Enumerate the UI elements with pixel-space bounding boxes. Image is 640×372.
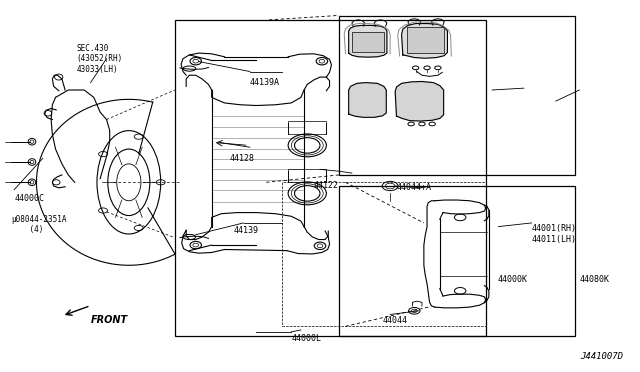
Bar <box>288 169 326 182</box>
Bar <box>352 32 384 52</box>
Text: 44000C: 44000C <box>14 195 44 203</box>
Text: 44001(RH)
44011(LH): 44001(RH) 44011(LH) <box>532 224 577 244</box>
Text: 44139A: 44139A <box>250 78 280 87</box>
Text: J441007D: J441007D <box>580 352 623 361</box>
Polygon shape <box>395 81 444 121</box>
Text: 44000L: 44000L <box>291 334 321 343</box>
Bar <box>406 27 444 53</box>
Polygon shape <box>349 25 387 57</box>
Text: 44000K: 44000K <box>497 275 527 283</box>
Bar <box>282 182 486 326</box>
Polygon shape <box>349 83 387 117</box>
Bar <box>175 20 486 336</box>
Text: 44044: 44044 <box>383 316 408 325</box>
Text: FRONT: FRONT <box>91 315 128 325</box>
Bar <box>288 121 326 134</box>
Polygon shape <box>401 23 447 58</box>
Text: 44044+A: 44044+A <box>396 183 431 192</box>
Text: 44128: 44128 <box>230 154 255 163</box>
Text: µ08044-2351A
    (4): µ08044-2351A (4) <box>11 215 67 234</box>
Text: 44139: 44139 <box>234 226 259 235</box>
Text: 44080K: 44080K <box>579 275 609 283</box>
Bar <box>339 16 575 175</box>
Text: SEC.430
(43052(RH)
43033(LH): SEC.430 (43052(RH) 43033(LH) <box>77 44 123 74</box>
Text: 44122: 44122 <box>314 182 339 190</box>
Bar <box>339 186 575 336</box>
